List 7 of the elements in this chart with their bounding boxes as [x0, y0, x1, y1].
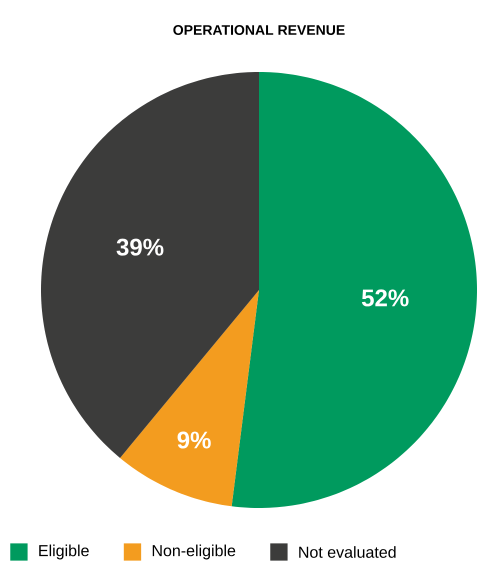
chart-title: OPERATIONAL REVENUE: [173, 25, 345, 35]
legend-label: Not evaluated: [299, 546, 396, 558]
legend-label: Non-eligible: [152, 544, 236, 560]
legend-label: Eligible: [39, 544, 89, 560]
data-label: 9%: [178, 432, 211, 449]
data-label: 52%: [362, 289, 409, 306]
data-label: 39%: [116, 238, 164, 256]
